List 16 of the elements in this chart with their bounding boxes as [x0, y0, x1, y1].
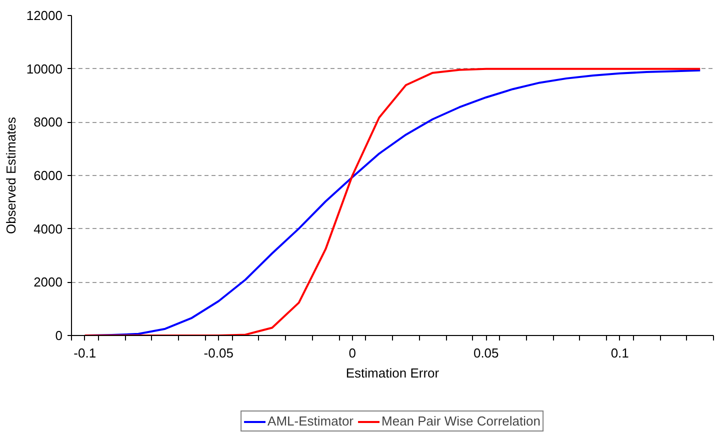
- y-axis-title: Observed Estimates: [3, 116, 18, 234]
- x-tick-label: 0: [348, 346, 356, 360]
- y-tick-label: 4000: [34, 221, 62, 236]
- y-tick-label: 10000: [26, 61, 63, 76]
- x-tick-label: 0.05: [473, 346, 499, 360]
- legend-label: Mean Pair Wise Correlation: [382, 414, 540, 428]
- y-tick-label: 0: [55, 328, 63, 343]
- y-tick-label: 2000: [34, 274, 62, 290]
- x-axis-title: Estimation Error: [346, 366, 440, 380]
- y-tick-label: 6000: [34, 168, 62, 183]
- legend-label: AML-Estimator: [268, 414, 354, 428]
- y-tick-label: 8000: [34, 114, 62, 130]
- x-tick-label: -0.1: [74, 346, 96, 360]
- y-tick-label: 12000: [26, 8, 63, 23]
- x-tick-label: 0.1: [610, 346, 629, 360]
- x-tick-label: -0.05: [204, 346, 234, 360]
